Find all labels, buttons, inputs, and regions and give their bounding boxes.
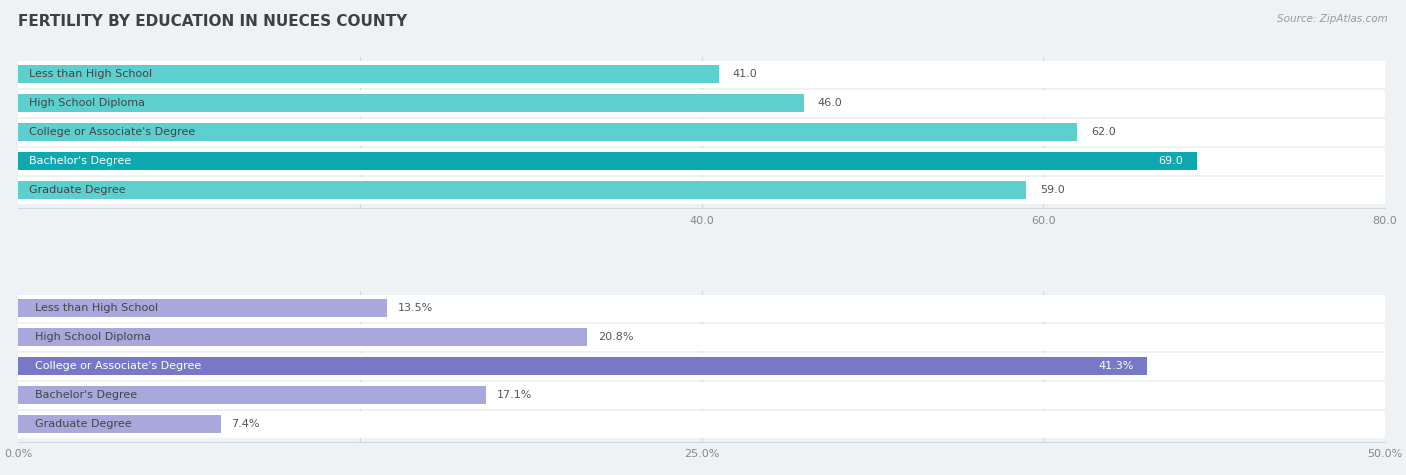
Text: Bachelor's Degree: Bachelor's Degree xyxy=(35,390,136,400)
Text: 62.0: 62.0 xyxy=(1091,127,1116,137)
Text: Graduate Degree: Graduate Degree xyxy=(28,185,125,196)
Bar xyxy=(18,386,485,404)
Text: 17.1%: 17.1% xyxy=(496,390,531,400)
Text: 41.0: 41.0 xyxy=(733,69,756,79)
Text: 46.0: 46.0 xyxy=(818,98,842,108)
Text: 20.8%: 20.8% xyxy=(598,332,633,342)
Text: Bachelor's Degree: Bachelor's Degree xyxy=(28,156,131,166)
Text: Source: ZipAtlas.com: Source: ZipAtlas.com xyxy=(1277,14,1388,24)
Text: College or Associate's Degree: College or Associate's Degree xyxy=(28,127,195,137)
Text: 41.3%: 41.3% xyxy=(1098,361,1133,371)
Bar xyxy=(18,124,1077,142)
Bar xyxy=(18,294,1385,322)
Text: Less than High School: Less than High School xyxy=(28,69,152,79)
Bar xyxy=(18,61,1385,88)
Bar xyxy=(18,411,1385,438)
Bar xyxy=(18,90,1385,117)
Bar xyxy=(18,415,221,433)
Bar xyxy=(18,95,804,113)
Bar xyxy=(18,152,1197,171)
Text: FERTILITY BY EDUCATION IN NUECES COUNTY: FERTILITY BY EDUCATION IN NUECES COUNTY xyxy=(18,14,408,29)
Bar xyxy=(18,177,1385,204)
Text: Less than High School: Less than High School xyxy=(35,303,157,314)
Bar xyxy=(18,148,1385,175)
Bar xyxy=(18,382,1385,409)
Text: College or Associate's Degree: College or Associate's Degree xyxy=(35,361,201,371)
Bar xyxy=(18,328,586,346)
Bar xyxy=(18,66,718,84)
Text: High School Diploma: High School Diploma xyxy=(35,332,150,342)
Bar xyxy=(18,299,387,317)
Text: 7.4%: 7.4% xyxy=(232,419,260,429)
Bar xyxy=(18,181,1026,200)
Text: 13.5%: 13.5% xyxy=(398,303,433,314)
Bar xyxy=(18,357,1147,375)
Bar xyxy=(18,323,1385,351)
Text: 59.0: 59.0 xyxy=(1040,185,1064,196)
Text: 69.0: 69.0 xyxy=(1159,156,1184,166)
Bar xyxy=(18,352,1385,380)
Text: High School Diploma: High School Diploma xyxy=(28,98,145,108)
Text: Graduate Degree: Graduate Degree xyxy=(35,419,131,429)
Bar xyxy=(18,119,1385,146)
